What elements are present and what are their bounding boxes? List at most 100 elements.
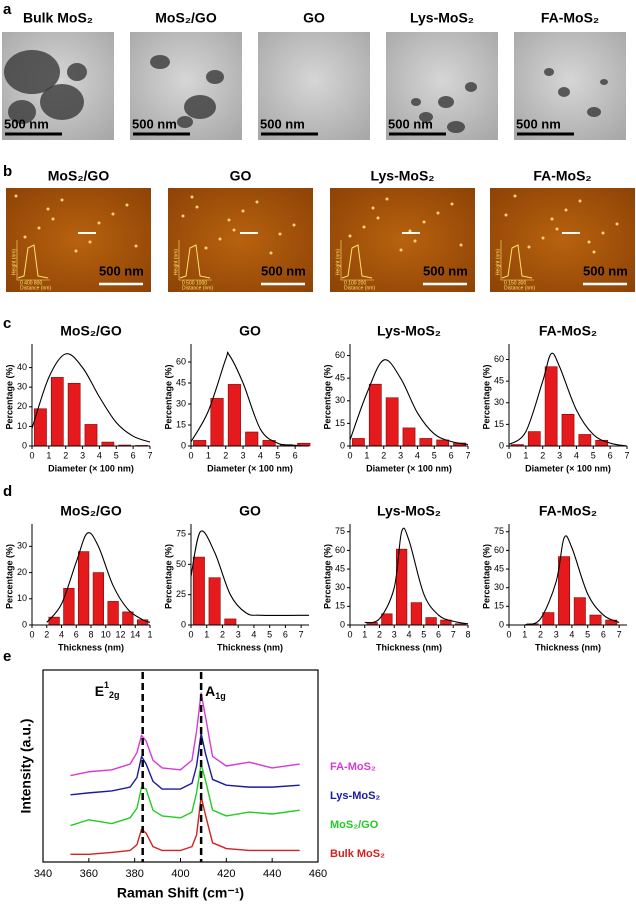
flake [14,194,18,198]
flake [150,55,170,69]
flake [362,225,366,229]
tem-label: MoS₂/GO [155,10,217,26]
y-axis-label: Percentage (%) [481,544,491,609]
flake [125,203,129,207]
bar [561,413,575,447]
x-tick-label: 6 [283,629,288,639]
fit-curve [190,351,310,447]
y-tick-label: 30 [335,395,345,405]
x-tick-label: 10 [101,629,111,639]
panel-label: d [3,483,12,500]
scale-bar-label: 500 nm [260,116,305,131]
x-tick-label: 6 [293,450,298,460]
y-tick-label: 0 [22,619,27,629]
bar [50,377,64,447]
scale-bar-label: 500 nm [423,263,468,278]
y-tick-label: 15 [176,419,186,429]
bar [402,427,416,447]
x-tick-label: 2 [540,450,545,460]
flake [67,63,87,81]
bar [122,611,134,626]
flake [615,222,619,226]
y-tick-label: 0 [340,440,345,450]
inset-ticks: 0 500 1000 [182,280,207,286]
y-tick-label: 15 [494,601,504,611]
x-tick-label: 1 [147,629,152,639]
x-tick-label: 0 [347,450,352,460]
flake [578,199,582,203]
flake [40,84,84,120]
flake [600,79,608,85]
x-tick-label: 6 [436,629,441,639]
flake [232,228,236,232]
x-tick-label: 4 [59,629,64,639]
flake [408,229,412,233]
tem-label: Lys-MoS₂ [410,10,474,26]
flake [218,237,222,241]
bar [192,556,205,626]
flake [601,231,605,235]
x-tick-label: 12 [115,629,125,639]
y-tick-label: 0 [181,619,186,629]
x-tick-label: 7 [624,450,629,460]
bar [527,431,541,447]
flake [438,96,454,108]
flake [371,206,375,210]
fit-curve [46,532,151,623]
flake [376,216,380,220]
flake [544,68,554,76]
x-tick-label: 420 [217,868,235,880]
x-axis-label: Thickness (nm) [58,642,124,652]
afm-image [330,188,475,292]
x-tick-label: 0 [188,629,193,639]
bar [558,556,571,626]
flake [411,98,421,106]
y-tick-label: 30 [494,582,504,592]
x-tick-label: 6 [449,450,454,460]
tem-label: GO [303,10,325,26]
inset-axes [16,240,50,281]
spectrum [70,692,300,777]
scale-bar-label: 500 nm [4,116,49,131]
x-tick-label: 0 [29,629,34,639]
scale-bar-label: 500 nm [388,116,433,131]
x-tick-label: 1 [204,629,209,639]
flake [513,194,517,198]
bar [381,613,393,626]
y-tick-label: 40 [17,362,27,372]
flake [37,226,41,230]
x-tick-label: 3 [236,629,241,639]
x-tick-label: 1 [522,629,527,639]
tem-image [514,32,626,140]
x-tick-label: 4 [97,450,102,460]
flake [422,220,426,224]
panel-label: e [3,648,11,665]
x-tick-label: 7 [299,629,304,639]
chart-title: GO [239,323,261,339]
flake [177,116,193,128]
bar [410,602,422,626]
flake [51,217,55,221]
tem-image [258,32,370,140]
flake [399,248,403,252]
spectrum [70,796,300,856]
x-tick-label: 4 [415,450,420,460]
spectrum [70,763,300,827]
x-tick-label: 6 [131,450,136,460]
x-tick-label: 1 [364,450,369,460]
x-tick-label: 360 [80,868,98,880]
y-tick-label: 60 [494,354,504,364]
fit-curve [364,527,469,625]
flake [184,95,216,119]
x-tick-label: 3 [241,450,246,460]
peak-sub: 1g [215,691,226,701]
plot-frame [42,669,319,863]
x-tick-label: 1 [46,450,51,460]
x-axis-label: Thickness (nm) [376,642,442,652]
x-tick-label: 2 [44,629,49,639]
inset-profile [179,244,211,279]
flake [255,200,259,204]
x-tick-label: 5 [275,450,280,460]
x-tick-label: 5 [432,450,437,460]
